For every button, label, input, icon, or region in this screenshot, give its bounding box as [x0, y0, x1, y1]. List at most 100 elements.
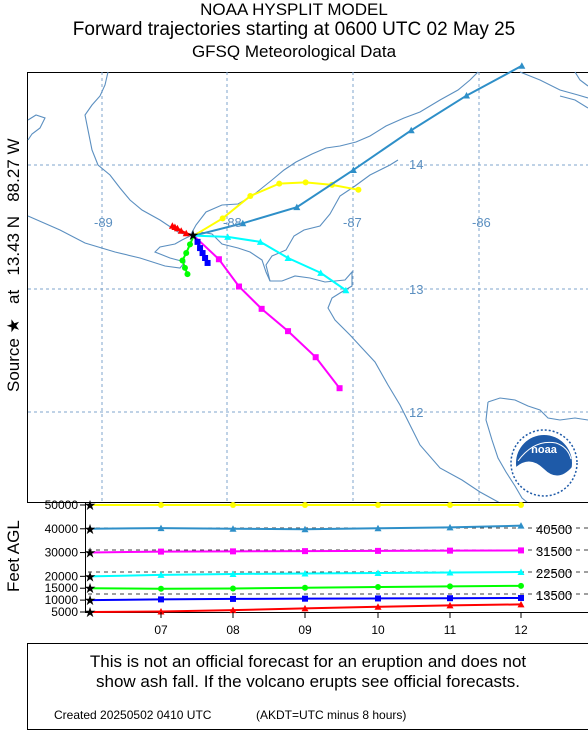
height-source-star-icon: ★ — [84, 521, 97, 537]
trajectory-height-point-5000 — [157, 608, 165, 615]
height-right-labels: 40500 31500 22500 13500 — [536, 522, 572, 603]
lat-label-13: 13 — [409, 282, 423, 297]
source-star-label-icon: ★ — [4, 318, 23, 334]
height-source-star-icon: ★ — [84, 604, 97, 620]
height-source-star-icon: ★ — [84, 545, 97, 561]
trajectory-map-point-15000 — [184, 271, 191, 278]
trajectory-height-point-40000 — [374, 524, 382, 532]
trajectory-map-point-40000 — [518, 62, 526, 69]
title-line-3: GFSQ Meteorological Data — [191, 42, 397, 61]
trajectory-height-point-10000 — [158, 596, 164, 603]
trajectory-height-point-30000 — [447, 547, 453, 554]
source-label-lat: 13.43 N — [4, 216, 23, 276]
trajectory-height-point-10000 — [375, 595, 381, 602]
height-y-tick-label: 40000 — [45, 522, 79, 536]
trajectory-map-point-5000 — [168, 222, 176, 229]
height-x-tick-label: 08 — [226, 623, 240, 637]
trajectory-map-point-5000 — [177, 227, 185, 234]
lon-label-88: -88 — [223, 215, 242, 230]
trajectory-map-point-20000 — [224, 233, 232, 240]
height-x-tick-label: 12 — [514, 623, 528, 637]
trajectory-height-layer: ★★★★★★★ — [84, 497, 525, 620]
trajectory-map-point-15000 — [186, 241, 193, 248]
trajectory-map-point-30000 — [285, 328, 292, 335]
height-x-tick-label: 10 — [371, 623, 385, 637]
trajectory-height-point-10000 — [447, 595, 453, 602]
trajectory-map-point-20000 — [284, 254, 292, 261]
noaa-logo: noaa — [510, 429, 578, 497]
trajectory-height-point-15000 — [158, 585, 164, 592]
trajectory-height-point-20000 — [157, 571, 165, 578]
trajectory-height-point-50000 — [518, 502, 524, 508]
trajectory-map-point-15000 — [183, 250, 190, 257]
height-y-tick-label: 30000 — [45, 546, 79, 560]
trajectory-map-point-30000 — [215, 256, 222, 263]
height-x-tick-label: 11 — [444, 623, 457, 637]
trajectory-height-point-30000 — [158, 548, 164, 555]
trajectory-height-point-20000 — [301, 569, 309, 577]
trajectory-map-point-15000 — [181, 264, 188, 271]
trajectory-map-point-10000 — [197, 245, 204, 252]
trajectory-map-point-50000 — [219, 215, 226, 222]
disclaimer-line-1: This is not an official forecast for an … — [89, 652, 527, 671]
trajectory-height-point-40000 — [446, 523, 454, 531]
trajectory-height-point-50000 — [158, 502, 164, 508]
trajectory-height-point-20000 — [517, 568, 525, 576]
lon-label-89: -89 — [94, 215, 113, 230]
nicaragua-coast — [487, 397, 588, 421]
trajectory-height-point-5000 — [446, 601, 454, 609]
trajectory-map-point-10000 — [194, 238, 201, 245]
nicaragua-inner — [485, 401, 529, 504]
trajectory-height-point-15000 — [302, 584, 308, 591]
map-axis-labels: -89 -88 -87 -86 14 13 12 — [94, 157, 491, 420]
trajectory-map-point-50000 — [276, 180, 283, 187]
trajectory-height-point-30000 — [230, 548, 236, 555]
noaa-logo-text: noaa — [531, 444, 558, 456]
disclaimer-line-2: show ash fall. If the volcano erupts see… — [96, 672, 520, 691]
trajectory-height-point-30000 — [302, 548, 308, 555]
trajectory-map-point-20000 — [342, 286, 350, 294]
height-y-tick-label: 5000 — [51, 605, 78, 619]
trajectory-map-point-40000 — [293, 203, 301, 211]
height-y-tick-label: 50000 — [45, 498, 79, 512]
height-y-tick-label: 20000 — [45, 569, 79, 583]
lon-label-86: -86 — [472, 215, 491, 230]
trajectory-map-point-10000 — [202, 255, 209, 261]
created-timestamp: Created 20250502 0410 UTC — [54, 708, 212, 722]
trajectory-height-point-40000 — [301, 525, 309, 533]
map-frame — [27, 72, 588, 503]
east-island — [559, 95, 588, 109]
right-label-31500: 31500 — [536, 544, 572, 559]
trajectory-height-point-15000 — [230, 585, 236, 592]
trajectory-map-line-20000 — [193, 234, 347, 292]
source-label-prefix: Source — [4, 338, 23, 392]
title-line-2: Forward trajectories starting at 0600 UT… — [72, 19, 516, 40]
west-coast — [574, 71, 588, 87]
trajectory-height-point-40000 — [517, 522, 525, 529]
trajectory-map-point-20000 — [317, 269, 325, 276]
disclaimer: This is not an official forecast for an … — [28, 652, 588, 692]
trajectory-height-point-20000 — [446, 569, 454, 576]
trajectory-map-layer — [168, 62, 526, 392]
height-x-ticks: 07 08 09 10 11 12 — [154, 612, 528, 637]
trajectory-height-point-50000 — [302, 502, 308, 508]
caribbean-coast — [519, 71, 588, 99]
trajectory-height-point-10000 — [518, 594, 524, 601]
trajectory-map-point-30000 — [336, 385, 343, 392]
trajectory-map-point-15000 — [179, 257, 186, 264]
timezone-note: (AKDT=UTC minus 8 hours) — [256, 708, 407, 722]
guatemala-border — [84, 71, 191, 237]
source-label-lon: 88.27 W — [4, 138, 23, 202]
trajectory-map-point-20000 — [256, 238, 264, 245]
height-source-star-icon: ★ — [84, 592, 97, 608]
height-y-tick-label: 15000 — [45, 581, 79, 595]
lat-label-14: 14 — [409, 157, 423, 172]
trajectory-height-point-30000 — [375, 547, 381, 554]
right-label-13500: 13500 — [536, 588, 572, 603]
trajectory-map-point-40000 — [407, 126, 415, 134]
honduras-border — [189, 71, 479, 237]
trajectory-height-point-20000 — [229, 570, 237, 577]
height-source-star-icon: ★ — [84, 568, 97, 584]
